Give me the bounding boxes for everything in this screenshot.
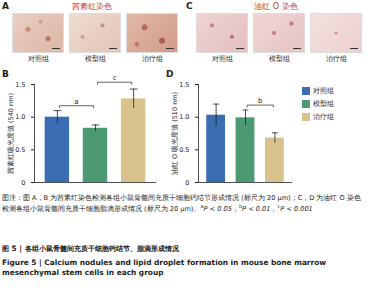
html-text:治疗组: 治疗组 <box>325 55 347 63</box>
html-text:A: A <box>2 1 9 11</box>
html-text:B: B <box>2 69 9 79</box>
svg-text:0.5: 0.5 <box>179 146 189 154</box>
html-text:治疗组: 治疗组 <box>141 55 163 63</box>
html-text:茜素红染色: 茜素红染色 <box>72 2 112 11</box>
html-text:模型组: 模型组 <box>313 100 334 108</box>
svg-text:c: c <box>113 74 117 82</box>
html-text:对照组: 对照组 <box>27 55 49 63</box>
svg-text:0: 0 <box>185 179 189 187</box>
html-text:C: C <box>186 1 193 11</box>
svg-text:油红 O 吸光度值 (510 nm): 油红 O 吸光度值 (510 nm) <box>171 92 179 175</box>
svg-text:1.0: 1.0 <box>15 113 25 121</box>
html-text:图注：图 A，B 为茜素红染色检测各组小鼠骨髓间充质干细胞钙: 图注：图 A，B 为茜素红染色检测各组小鼠骨髓间充质干细胞钙结节形成情况 (标尺… <box>2 194 361 214</box>
svg-text:b: b <box>258 97 263 105</box>
svg-text:1.0: 1.0 <box>179 113 189 121</box>
html-text:油红 O 染色: 油红 O 染色 <box>254 2 298 11</box>
html-text:图 5 | 各组小鼠骨髓间充质干细胞钙结节、脂滴形成情况: 图 5 | 各组小鼠骨髓间充质干细胞钙结节、脂滴形成情况 <box>2 244 179 253</box>
html-text:对照组: 对照组 <box>211 55 233 63</box>
svg-text:1.5: 1.5 <box>15 81 25 89</box>
html-text:模型组: 模型组 <box>84 55 106 63</box>
html-text:Figure 5 | Calcium nodules and: Figure 5 | Calcium nodules and lipid dro… <box>2 258 327 277</box>
html-text:D: D <box>166 69 174 79</box>
html-text:模型组: 模型组 <box>268 55 290 63</box>
svg-text:1.5: 1.5 <box>179 81 189 89</box>
html-text:治疗组: 治疗组 <box>313 113 334 121</box>
html-text:对照组: 对照组 <box>313 87 334 95</box>
svg-text:茜素红吸光度值 (540 nm): 茜素红吸光度值 (540 nm) <box>7 93 15 174</box>
svg-text:a: a <box>74 98 78 106</box>
svg-text:0.5: 0.5 <box>15 146 25 154</box>
svg-text:0: 0 <box>21 179 25 187</box>
